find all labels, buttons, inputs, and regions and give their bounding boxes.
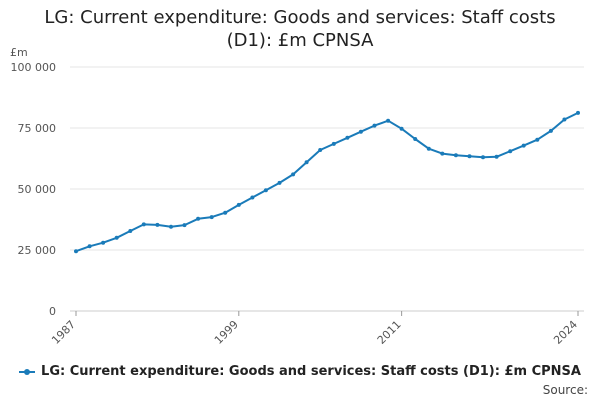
data-point[interactable] [141, 222, 146, 227]
series-line [75, 112, 579, 253]
y-tick-label: 25 000 [18, 244, 57, 257]
data-point[interactable] [345, 135, 350, 140]
data-point[interactable] [576, 110, 580, 115]
data-point[interactable] [304, 160, 309, 165]
y-axis-unit-label: £m [10, 46, 28, 59]
legend-label: LG: Current expenditure: Goods and servi… [41, 364, 581, 379]
data-point[interactable] [562, 117, 567, 122]
data-point[interactable] [535, 137, 540, 142]
data-point[interactable] [236, 202, 241, 207]
x-tick-label: 1987 [49, 318, 78, 347]
data-point[interactable] [114, 235, 119, 240]
data-point[interactable] [209, 215, 214, 220]
data-point[interactable] [521, 143, 526, 148]
chart-title: LG: Current expenditure: Goods and servi… [0, 6, 600, 52]
data-point[interactable] [277, 180, 282, 185]
data-point[interactable] [440, 151, 445, 156]
data-point[interactable] [196, 216, 201, 221]
source-label: Source: [542, 383, 588, 397]
data-point[interactable] [548, 128, 553, 133]
data-point[interactable] [386, 118, 391, 123]
series-group [74, 110, 580, 254]
data-point[interactable] [372, 123, 377, 128]
data-point[interactable] [250, 195, 255, 200]
x-tick-label: 2011 [375, 318, 404, 347]
data-point[interactable] [481, 155, 485, 160]
data-point[interactable] [74, 249, 78, 254]
data-point[interactable] [494, 154, 499, 159]
data-point[interactable] [358, 129, 363, 134]
data-point[interactable] [263, 188, 268, 193]
legend[interactable]: LG: Current expenditure: Goods and servi… [0, 364, 600, 379]
data-point[interactable] [399, 126, 404, 131]
chart-title-line-2: (D1): £m CPNSA [226, 30, 374, 51]
data-point[interactable] [467, 154, 472, 159]
y-axis: 0 25 000 50 000 75 000 100 000 [11, 61, 57, 318]
data-point[interactable] [508, 149, 513, 154]
data-point[interactable] [182, 223, 187, 228]
x-axis: 1987 1999 2011 2024 [49, 311, 580, 347]
data-point[interactable] [101, 240, 106, 245]
x-tick-label: 1999 [212, 318, 241, 347]
x-tick-label: 2024 [551, 318, 580, 347]
data-point[interactable] [87, 244, 92, 249]
y-tick-label: 0 [49, 305, 56, 318]
legend-swatch-icon [19, 367, 36, 377]
chart-title-line-1: LG: Current expenditure: Goods and servi… [44, 7, 556, 28]
data-point[interactable] [318, 148, 323, 152]
y-tick-label: 50 000 [18, 183, 57, 196]
data-point[interactable] [453, 153, 458, 158]
data-point[interactable] [128, 229, 133, 233]
data-point[interactable] [426, 146, 431, 151]
grid [70, 66, 584, 312]
y-tick-label: 75 000 [18, 122, 57, 135]
data-point[interactable] [169, 224, 173, 229]
y-tick-label: 100 000 [11, 61, 57, 74]
data-point[interactable] [155, 222, 160, 227]
data-point[interactable] [413, 137, 418, 141]
data-point[interactable] [331, 141, 336, 146]
data-point[interactable] [291, 172, 296, 177]
data-point[interactable] [223, 210, 228, 215]
